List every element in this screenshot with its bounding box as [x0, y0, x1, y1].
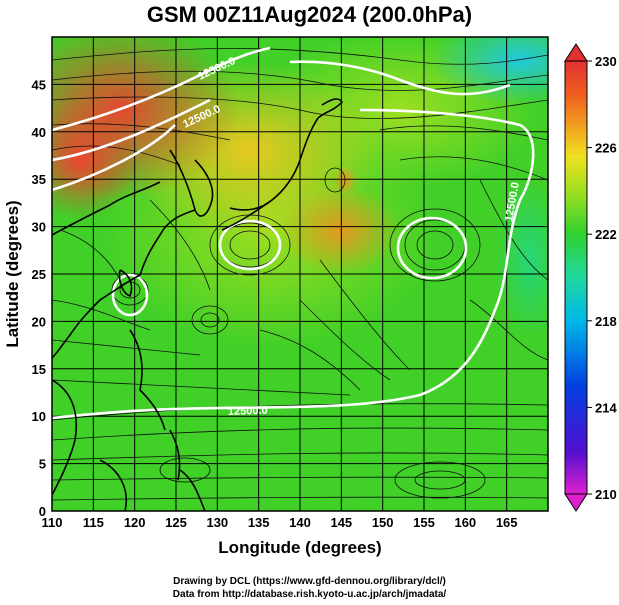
chart-title: GSM 00Z11Aug2024 (200.0hPa)	[146, 2, 473, 27]
temperature-field	[52, 37, 548, 511]
y-tick-label: 40	[32, 125, 46, 140]
plot-frame	[51, 36, 549, 512]
x-axis: 110 115 120 125 130 135 140 145 150 155 160 165	[42, 515, 518, 530]
x-tick-label: 150	[372, 515, 394, 530]
credits: Drawing by DCL (https://www.gfd-dennou.o…	[0, 575, 619, 601]
credit-line: Drawing by DCL (https://www.gfd-dennou.o…	[173, 576, 446, 587]
height-contours	[52, 46, 535, 420]
colorbar-tick-label: 214	[595, 400, 617, 415]
x-tick-label: 120	[124, 515, 146, 530]
x-tick-label: 155	[413, 515, 435, 530]
colorbar-bottom-arrow	[564, 493, 588, 512]
x-tick-label: 115	[83, 515, 104, 530]
y-axis: 0 5 10 15 20 25 30 35 40 45	[32, 77, 46, 519]
x-tick-label: 130	[206, 515, 228, 530]
grid-lines	[51, 37, 548, 512]
colorbar-bar	[564, 60, 588, 495]
colorbar: 210 214 218 222 226 230	[564, 43, 617, 512]
x-tick-label: 140	[289, 515, 311, 530]
colorbar-tick-label: 222	[595, 227, 617, 242]
y-tick-label: 20	[32, 314, 46, 329]
credit-line: Data from http://database.rish.kyoto-u.a…	[172, 589, 447, 600]
x-tick-label: 125	[165, 515, 187, 530]
y-tick-label: 15	[32, 362, 46, 377]
x-tick-label: 135	[248, 515, 270, 530]
x-tick-label: 145	[330, 515, 352, 530]
y-tick-label: 10	[32, 409, 46, 424]
colorbar-tick-label: 230	[595, 54, 617, 69]
streamlines	[52, 48, 548, 501]
x-tick-label: 160	[454, 515, 476, 530]
contour-label: 12500.0	[228, 405, 268, 418]
y-tick-label: 35	[32, 172, 46, 187]
colorbar-top-arrow	[564, 43, 588, 62]
colorbar-tick-label: 226	[595, 141, 617, 156]
y-axis-title: Latitude (degrees)	[3, 200, 22, 347]
colorbar-tick-label: 218	[595, 314, 617, 329]
x-axis-title: Longitude (degrees)	[218, 538, 381, 557]
colorbar-tick-label: 210	[595, 487, 617, 502]
y-tick-label: 25	[32, 267, 46, 282]
coastlines	[52, 98, 344, 511]
y-tick-label: 45	[32, 77, 46, 92]
x-tick-label: 110	[42, 515, 63, 530]
y-tick-label: 5	[39, 457, 46, 472]
y-tick-label: 30	[32, 220, 46, 235]
x-tick-label: 165	[496, 515, 518, 530]
y-tick-label: 0	[39, 504, 46, 519]
